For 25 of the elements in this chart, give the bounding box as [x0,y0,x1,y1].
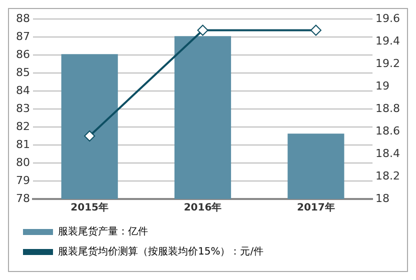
y2-tick-label: 19.2 [376,56,400,70]
y-tick-label: 82 [16,120,30,133]
y-tick-label: 88 [16,12,30,25]
y2-tick-label: 18.6 [376,124,400,138]
x-tick-label: 2017年 [297,202,335,214]
y2-tick-label: 18.2 [376,169,400,182]
legend-label: 服装尾货产量：亿件 [58,226,148,238]
legend-label: 服装尾货均价测算（按服装均价15%）：元/件 [58,246,264,258]
x-tick-label: 2016年 [184,202,222,214]
y-tick-label: 87 [16,30,30,43]
y2-tick-label: 19.6 [376,12,400,25]
y-tick-label: 78 [16,192,30,205]
x-tick-label: 2015年 [70,202,109,214]
y-tick-label: 80 [16,156,30,169]
y2-tick-label: 19.4 [376,34,400,48]
y2-tick-label: 18 [376,192,390,205]
y2-tick-label: 19 [376,79,390,92]
y-tick-label: 86 [16,48,30,61]
y-tick-label: 85 [16,66,30,79]
y2-tick-label: 18.8 [376,102,400,115]
y-tick-label: 81 [16,138,30,151]
y-tick-label: 83 [16,102,30,115]
y-tick-label: 84 [16,84,30,97]
y-tick-label: 79 [16,174,30,187]
y2-tick-label: 18.4 [376,146,400,160]
